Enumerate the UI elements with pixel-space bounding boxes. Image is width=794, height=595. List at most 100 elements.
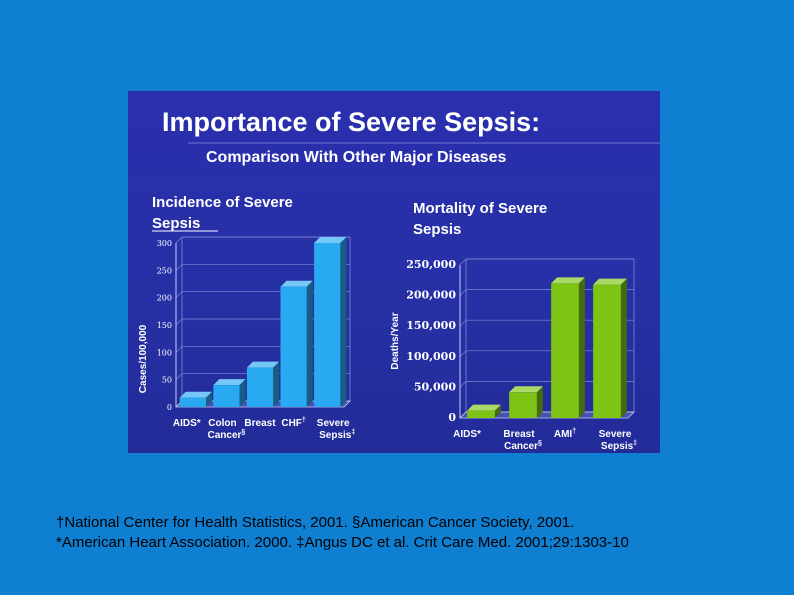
- chart2-category-line2: Cancer: [504, 441, 538, 452]
- chart2-bar: [593, 278, 627, 418]
- chart2-grid-diag: [459, 319, 467, 327]
- chart1-category-label: AIDS*: [173, 418, 201, 429]
- chart1-bar-front: [314, 243, 341, 407]
- chart2-bar: [467, 404, 501, 418]
- chart1-grid-diag: [175, 264, 183, 271]
- chart2-ytick-label: 150,000: [406, 319, 456, 332]
- chart2-bar-front: [593, 284, 621, 418]
- chart1-grid-diag: [175, 236, 183, 244]
- slide-subtitle: Comparison With Other Major Diseases: [206, 149, 506, 166]
- chart1-category-main: AIDS*: [173, 418, 201, 429]
- chart2-title-line1: Mortality of Severe: [413, 200, 547, 217]
- chart1-ytick-label: 300: [157, 239, 172, 248]
- chart2-grid-diag: [459, 350, 467, 358]
- chart2-category-sup: §: [538, 440, 542, 447]
- chart1-category-label: Severe: [317, 418, 350, 429]
- chart2-ytick-label: 200,000: [406, 289, 456, 302]
- chart2-category-main: Severe: [599, 429, 632, 440]
- chart2-grid-diag: [459, 289, 467, 296]
- chart2-category-sup: †: [572, 428, 576, 435]
- chart2-ylabel: Deaths/Year: [390, 312, 401, 369]
- chart1-bar-side: [306, 280, 313, 407]
- chart2-bar-front: [551, 283, 579, 418]
- chart1-bar: [213, 379, 246, 407]
- chart1-category-line2: Cancer: [207, 430, 241, 441]
- chart1-bar-top: [179, 391, 212, 398]
- chart2-bar-side: [578, 277, 585, 418]
- chart1-bar-top: [314, 237, 347, 243]
- chart1-ytick-label: 200: [157, 294, 172, 303]
- chart1-bar-side: [273, 361, 280, 407]
- chart2-bar: [509, 386, 543, 418]
- chart2-category-label-line2: Cancer§: [504, 440, 542, 452]
- footnote-line-1: †National Center for Health Statistics, …: [56, 514, 575, 531]
- chart2-bar-top: [509, 386, 543, 393]
- chart2-category-label: AIDS*: [453, 429, 481, 440]
- chart2-category-main: AMI: [554, 429, 573, 440]
- chart1-category-sup: †: [302, 417, 306, 424]
- chart1-bar-front: [246, 367, 274, 407]
- chart1-grid-diag: [175, 373, 183, 380]
- chart1-ytick-label: 100: [157, 348, 172, 357]
- chart1-incidence: 0 50 100 150 200 250 300 AIDS* ColonCancer§Breas…: [157, 236, 355, 441]
- chart1-ytick-label: 50: [162, 376, 172, 385]
- chart1-bar-top: [246, 361, 280, 368]
- chart2-bar-side: [536, 386, 543, 418]
- chart1-bar: [246, 361, 280, 407]
- chart2-bar: [551, 277, 585, 418]
- chart1-bar: [179, 391, 212, 407]
- chart1-bar: [280, 280, 313, 407]
- chart1-category-label: CHF†: [281, 417, 306, 429]
- chart1-ytick-label: 250: [157, 266, 172, 275]
- chart2-title-line2: Sepsis: [413, 221, 461, 238]
- chart1-bar-front: [179, 397, 206, 407]
- chart1-bar-front: [280, 286, 307, 407]
- slide-image: Importance of Severe Sepsis: Comparison …: [128, 91, 660, 453]
- chart1-title-line1: Incidence of Severe: [152, 194, 293, 211]
- chart1-bar-top: [280, 280, 313, 287]
- chart1-category-sup: §: [241, 429, 245, 436]
- chart1-bar: [314, 237, 347, 407]
- chart2-bar-side: [620, 278, 627, 418]
- footnotes: †National Center for Health Statistics, …: [56, 513, 776, 553]
- chart1-category-main: Severe: [317, 418, 350, 429]
- chart1-grid-diag: [175, 291, 183, 298]
- chart2-category-sup: ‡: [633, 440, 637, 447]
- chart1-category-line2: Sepsis: [319, 430, 352, 441]
- chart2-grid-diag: [459, 258, 467, 266]
- chart2-bar-front: [509, 392, 537, 418]
- chart1-category-label-line2: Sepsis‡: [319, 429, 355, 441]
- chart2-bar-top: [551, 277, 585, 284]
- chart2-category-label: Breast: [503, 429, 535, 440]
- chart1-grid-diag: [175, 346, 183, 353]
- chart1-bar-front: [213, 385, 240, 407]
- chart1-category-label-line2: Cancer§: [207, 429, 245, 441]
- chart1-title-line2: Sepsis: [152, 215, 200, 232]
- chart1-grid-diag: [175, 318, 183, 326]
- chart2-category-label: AMI†: [554, 428, 576, 440]
- chart2-bar-side: [494, 404, 501, 418]
- chart2-category-label: Severe: [599, 429, 632, 440]
- slide-svg: Importance of Severe Sepsis: Comparison …: [138, 107, 660, 452]
- chart2-category-label-line2: Sepsis‡: [601, 440, 637, 452]
- chart2-ytick-label: 100,000: [406, 350, 456, 363]
- chart2-grid-diag: [459, 381, 467, 388]
- chart1-category-main: Breast: [244, 418, 276, 429]
- chart1-bar-side: [239, 379, 246, 407]
- chart2-ytick-label: 250,000: [406, 258, 456, 271]
- footnote-line-2: *American Heart Association. 2000. ‡Angu…: [56, 534, 629, 551]
- chart2-bar-top: [593, 278, 627, 285]
- chart2-ytick-label: 0: [448, 411, 456, 424]
- chart2-category-main: Breast: [503, 429, 535, 440]
- chart1-category-label: Colon: [208, 418, 236, 429]
- chart1-bar-side: [340, 237, 347, 407]
- chart2-ytick-label: 50,000: [414, 380, 456, 393]
- chart1-ytick-label: 0: [167, 403, 172, 412]
- chart1-ytick-label: 150: [157, 321, 172, 330]
- slide-title: Importance of Severe Sepsis:: [162, 107, 540, 137]
- chart2-category-line2: Sepsis: [601, 441, 634, 452]
- chart1-category-label: Breast: [244, 418, 276, 429]
- chart1-category-sup: ‡: [351, 429, 355, 436]
- chart2-mortality: 0 50,000 100,000 150,000 200,000 250,000 AIDS*…: [406, 258, 637, 452]
- chart1-ylabel: Cases/100,000: [138, 324, 149, 393]
